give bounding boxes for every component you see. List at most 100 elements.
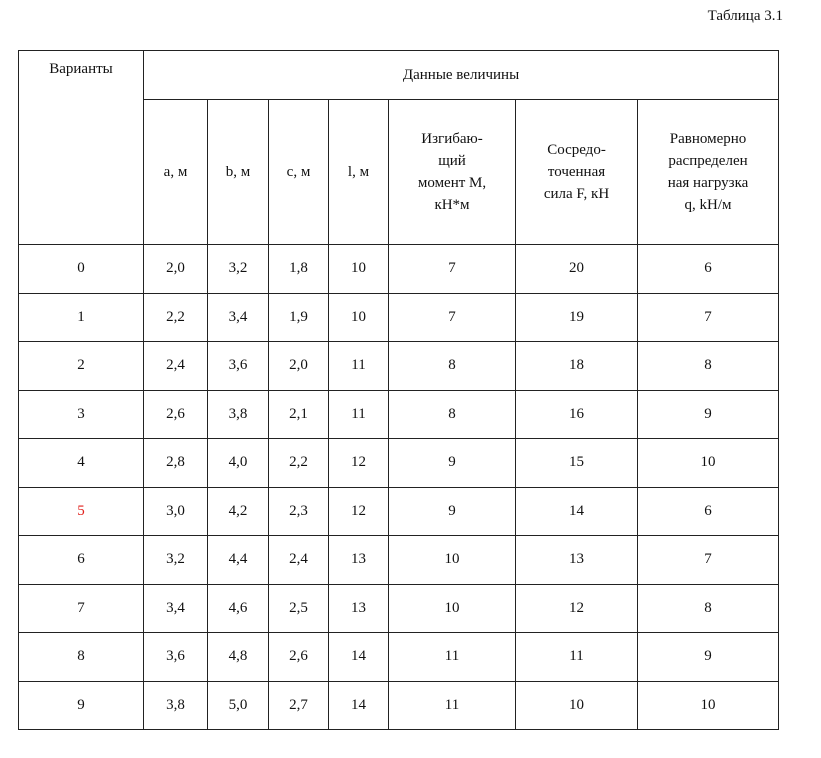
table-cell: 8 [636, 583, 780, 633]
table-cell: 10 [515, 680, 638, 730]
header-line: Изгибаю- [421, 131, 483, 147]
header-cell: l, м [328, 99, 389, 245]
table-cell: 10 [636, 438, 780, 488]
header-cell: c, м [268, 99, 329, 245]
table-cell: 2,2 [143, 292, 208, 342]
table-cell: 13 [515, 535, 638, 585]
table-cell: 18 [515, 341, 638, 391]
table-cell: 14 [515, 486, 638, 536]
table-cell: 9 [388, 486, 516, 536]
table-cell: 19 [515, 292, 638, 342]
header-line: l, м [347, 164, 370, 180]
table-cell: 11 [388, 632, 516, 682]
header-line: кН*м [434, 197, 470, 213]
table-row: 8 3,6 4,8 2,6 14 11 11 9 [18, 632, 780, 682]
header-line: распределен [668, 153, 748, 169]
row-label: 6 [18, 535, 144, 585]
table-cell: 3,8 [143, 680, 208, 730]
header-line: c, м [286, 164, 311, 180]
table-cell: 2,7 [268, 680, 329, 730]
table-cell: 15 [515, 438, 638, 488]
table-cell: 3,6 [143, 632, 208, 682]
table-cell: 11 [328, 341, 389, 391]
table-cell: 2,4 [143, 341, 208, 391]
table-cell: 7 [636, 535, 780, 585]
table-cell: 3,4 [207, 292, 269, 342]
header-cell: Данные величины [142, 50, 780, 100]
table-cell: 11 [328, 389, 389, 439]
table-cell: 11 [515, 632, 638, 682]
row-label: 5 [18, 486, 144, 536]
table-cell: 2,2 [268, 438, 329, 488]
table-cell: 7 [388, 292, 516, 342]
table-row: 3 2,6 3,8 2,1 11 8 16 9 [18, 389, 780, 439]
table-cell: 2,8 [143, 438, 208, 488]
header-row: Варианты Данные величины [18, 50, 780, 245]
table-cell: 8 [636, 341, 780, 391]
table-cell: 10 [328, 244, 389, 294]
header-line: щий [438, 153, 466, 169]
table-cell: 13 [328, 583, 389, 633]
table-cell: 12 [515, 583, 638, 633]
table-cell: 7 [388, 244, 516, 294]
header-line: Сосредо- [547, 142, 606, 158]
table-row: 1 2,2 3,4 1,9 10 7 19 7 [18, 292, 780, 342]
table-cell: 10 [328, 292, 389, 342]
table-cell: 10 [636, 680, 780, 730]
header-line: a, м [163, 164, 188, 180]
header-line: q, kH/м [684, 197, 732, 213]
table-row: 6 3,2 4,4 2,4 13 10 13 7 [18, 535, 780, 585]
table-cell: 7 [636, 292, 780, 342]
table-row: 7 3,4 4,6 2,5 13 10 12 8 [18, 583, 780, 633]
table-row: 2 2,4 3,6 2,0 11 8 18 8 [18, 341, 780, 391]
table-cell: 8 [388, 341, 516, 391]
header-cell: Изгибаю-щий момент М, кН*м [388, 99, 516, 245]
table-cell: 6 [636, 244, 780, 294]
table-cell: 4,4 [207, 535, 269, 585]
table-cell: 3,4 [143, 583, 208, 633]
table-caption: Таблица 3.1 [707, 8, 783, 24]
table-cell: 1,9 [268, 292, 329, 342]
table-row: 9 3,8 5,0 2,7 14 11 10 10 [18, 680, 780, 730]
table-cell: 2,6 [143, 389, 208, 439]
row-label: 3 [18, 389, 144, 439]
header-cell: Равномерно распределен ная нагрузка q, kH/м [636, 99, 780, 245]
table-cell: 14 [328, 632, 389, 682]
table-cell: 12 [328, 486, 389, 536]
table-cell: 2,4 [268, 535, 329, 585]
table-cell: 3,0 [143, 486, 208, 536]
row-label: 2 [18, 341, 144, 391]
table-row: 4 2,8 4,0 2,2 12 9 15 10 [18, 438, 780, 488]
header-line: точенная [547, 164, 606, 180]
table-cell: 16 [515, 389, 638, 439]
header-row: a, м b, м c, м l, м Изгибаю-щий момент М, кН*м… [19, 99, 780, 245]
header-cell: Варианты [18, 50, 144, 245]
header-cell: Сосредо-точенная сила F, кН [515, 99, 638, 245]
header-line: ная нагрузка [667, 175, 749, 191]
table-cell: 20 [515, 244, 638, 294]
table-cell: 2,5 [268, 583, 329, 633]
row-label: 4 [18, 438, 144, 488]
row-label: 9 [18, 680, 144, 730]
table-cell: 2,1 [268, 389, 329, 439]
table-cell: 10 [388, 583, 516, 633]
table-cell: 9 [636, 389, 780, 439]
header-line: b, м [225, 164, 251, 180]
table-row: 0 2,0 3,2 1,8 10 7 20 6 [18, 244, 780, 294]
row-label: 0 [18, 244, 144, 294]
table-cell: 13 [328, 535, 389, 585]
header-line: сила F, кН [543, 186, 610, 202]
row-label: 8 [18, 632, 144, 682]
header-line: момент М, [417, 175, 487, 191]
table-cell: 11 [388, 680, 516, 730]
table-cell: 4,8 [207, 632, 269, 682]
table-cell: 3,2 [207, 244, 269, 294]
table-cell: 2,6 [268, 632, 329, 682]
table-cell: 6 [636, 486, 780, 536]
table-cell: 4,6 [207, 583, 269, 633]
table-cell: 3,6 [207, 341, 269, 391]
table-cell: 2,3 [268, 486, 329, 536]
table-cell: 9 [636, 632, 780, 682]
